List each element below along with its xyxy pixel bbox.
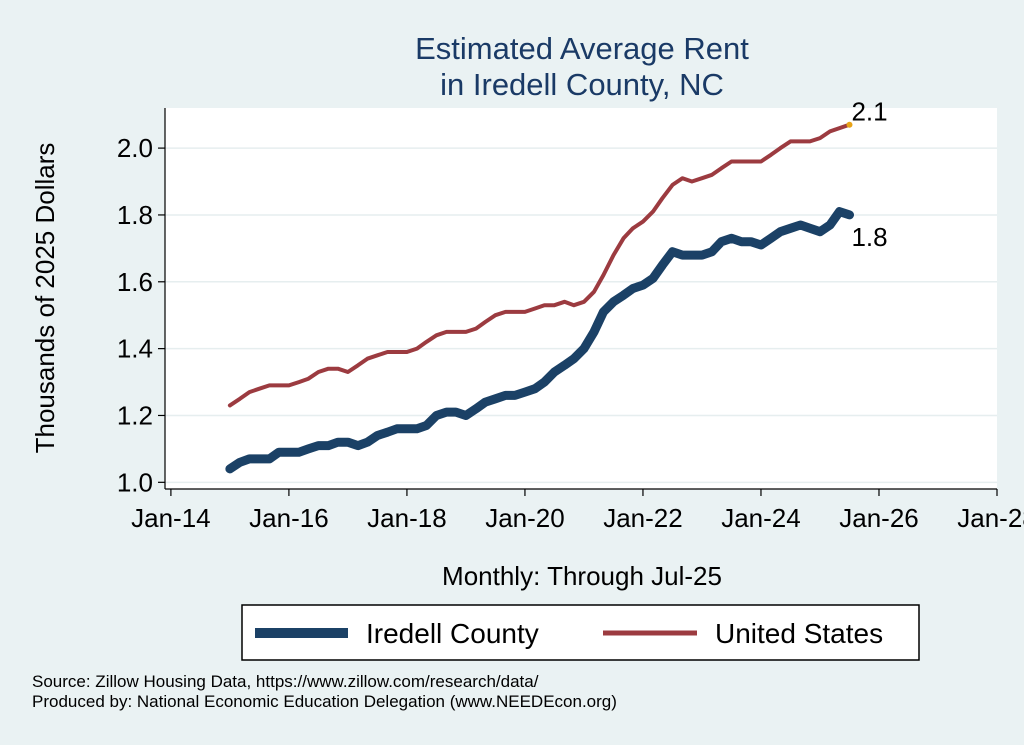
end-marker-united-states [846,121,853,128]
x-tick-label: Jan-20 [485,503,565,533]
y-axis: 1.0 1.2 1.4 1.6 1.8 2.0 [117,108,166,497]
y-tick-label: 1.4 [117,334,153,364]
x-tick-label: Jan-26 [839,503,919,533]
x-tick-label: Jan-16 [249,503,329,533]
end-label-iredell-county: 1.8 [851,222,887,252]
x-axis: Jan-14 Jan-16 Jan-18 Jan-20 Jan-22 Jan-24 Jan-… [131,488,1024,533]
y-tick-label: 1.2 [117,400,153,430]
legend-label-united-states: United States [715,618,883,649]
chart-title-line-1: Estimated Average Rent [415,31,749,66]
x-axis-title: Monthly: Through Jul-25 [442,561,722,591]
chart-title-line-2: in Iredell County, NC [440,67,724,102]
producer-note: Produced by: National Economic Education… [32,692,617,711]
y-tick-label: 2.0 [117,133,153,163]
legend-label-iredell: Iredell County [366,618,539,649]
series-line-iredell-county [225,207,854,474]
series-line-united-states [227,122,852,408]
x-tick-label: Jan-28 [957,503,1024,533]
x-tick-label: Jan-24 [721,503,801,533]
y-tick-label: 1.8 [117,200,153,230]
y-tick-label: 1.6 [117,267,153,297]
x-tick-label: Jan-18 [367,503,447,533]
plot-area [165,108,997,489]
legend: Iredell County United States [241,604,920,661]
x-tick-label: Jan-14 [131,503,211,533]
x-tick-label: Jan-22 [603,503,683,533]
series-layer: 1.8 2.1 [225,97,888,474]
end-label-united-states: 2.1 [851,97,887,127]
y-axis-title: Thousands of 2025 Dollars [30,143,60,454]
legend-box [241,604,920,661]
y-tick-label: 1.0 [117,467,153,497]
source-note: Source: Zillow Housing Data, https://www… [32,672,539,691]
